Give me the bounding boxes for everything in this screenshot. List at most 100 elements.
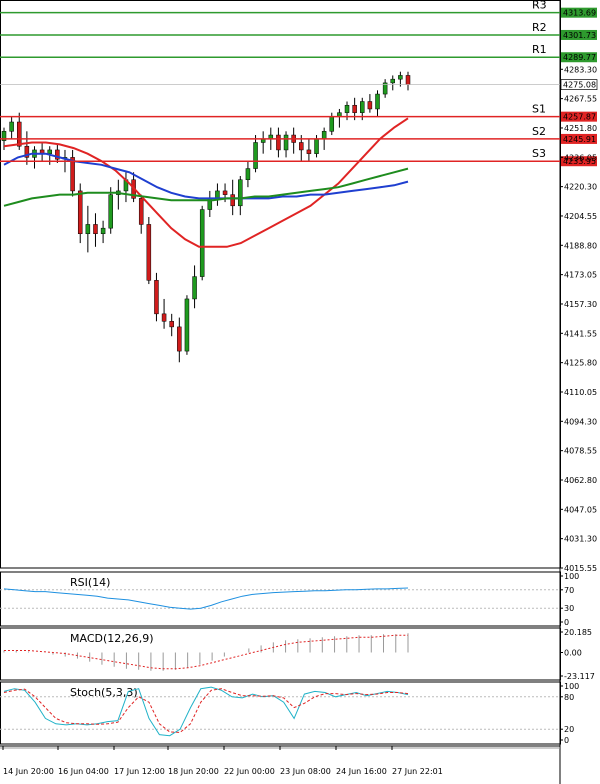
level-label: S3 <box>532 147 546 160</box>
level-price-label: 4233.95 <box>563 157 596 166</box>
candle-body <box>375 93 380 110</box>
price-axis: 4283.30 4267.55 4251.80 4236.05 4220.30 4204.… <box>0 65 598 573</box>
price-tick-label: 4094.30 <box>564 417 597 426</box>
indicator-frame <box>0 627 561 681</box>
candle-body <box>367 101 373 110</box>
price-tick-label: 4188.80 <box>564 241 597 250</box>
candle-body <box>314 138 319 154</box>
moving-average-line <box>3 117 409 248</box>
candle-body <box>245 168 251 180</box>
price-tick-label: 4267.55 <box>564 95 597 104</box>
candle-body <box>184 298 190 352</box>
candle-body <box>299 142 304 151</box>
time-tick-label: 18 Jun 20:00 <box>168 767 219 776</box>
indicator-tick-label: 100 <box>564 572 579 581</box>
level-label: S2 <box>532 125 546 138</box>
stoch-panel: 100 80 20 0 Stoch(5,3,3) <box>0 681 579 745</box>
current-price-label: 4275.08 <box>563 81 596 90</box>
price-tick-label: 4078.55 <box>564 447 597 456</box>
candle-body <box>154 280 159 315</box>
indicator-tick-label: 0 <box>564 618 569 627</box>
price-tick-label: 4251.80 <box>564 124 597 133</box>
candle-body <box>16 121 22 147</box>
indicator-label: MACD(12,26,9) <box>70 632 154 645</box>
level-price-box <box>561 133 597 144</box>
indicator-label: Stoch(5,3,3) <box>70 686 138 699</box>
level-price-label: 4289.77 <box>563 53 596 62</box>
indicator-tick-label: 70 <box>564 586 574 595</box>
level-price-label: 4245.91 <box>563 135 596 144</box>
candle-body <box>85 224 91 235</box>
candle-body <box>177 326 182 352</box>
price-panel-frame <box>0 0 561 569</box>
price-tick-label: 4031.30 <box>564 535 597 544</box>
price-tick-label: 4204.55 <box>564 212 597 221</box>
candle-body <box>47 149 52 154</box>
candle-body <box>222 190 228 195</box>
candle-body <box>93 224 98 235</box>
candle-body <box>192 276 197 300</box>
level-price-box <box>561 29 597 40</box>
price-tick-label: 4015.55 <box>564 564 597 573</box>
level-label: R3 <box>532 0 547 12</box>
candle-body <box>398 75 403 80</box>
price-tick-label: 4173.05 <box>564 271 597 280</box>
time-axis: 14 Jun 20:00 16 Jun 04:00 17 Jun 12:00 18 J… <box>0 745 560 776</box>
candle-body <box>138 198 144 225</box>
candle-body <box>108 194 113 229</box>
indicator-tick-label: -23.117 <box>564 672 595 681</box>
level-price-label: 4301.73 <box>563 31 596 40</box>
price-tick-label: 4283.30 <box>564 65 597 74</box>
candle-body <box>337 112 342 117</box>
price-tick-label: 4125.80 <box>564 359 597 368</box>
indicator-tick-label: 20 <box>564 725 574 734</box>
time-tick-label: 23 Jun 08:00 <box>280 767 331 776</box>
level-label: R2 <box>532 21 547 34</box>
macd-signal-line <box>4 634 408 670</box>
candle-body <box>321 131 327 140</box>
candle-body <box>230 194 235 207</box>
candle-body <box>215 190 220 199</box>
stoch-d-line <box>3 688 409 733</box>
candle-body <box>100 227 106 235</box>
candle-body <box>360 101 365 113</box>
candle-body <box>390 78 396 84</box>
current-price-box <box>560 79 598 90</box>
candle-body <box>352 104 357 113</box>
indicator-tick-label: 30 <box>564 604 574 613</box>
time-tick-label: 27 Jun 22:01 <box>392 767 443 776</box>
stoch-k-line <box>3 686 409 737</box>
price-tick-label: 4062.80 <box>564 476 597 485</box>
level-label: R1 <box>532 43 547 56</box>
candle-body <box>253 142 258 169</box>
time-tick-label: 22 Jun 00:00 <box>224 767 275 776</box>
candle-body <box>405 75 411 85</box>
candle-body <box>146 224 152 281</box>
candle-body <box>161 313 167 322</box>
level-label: S1 <box>532 103 546 116</box>
candle-body <box>283 134 289 151</box>
candle-body <box>199 209 205 277</box>
time-tick-label: 17 Jun 12:00 <box>114 767 165 776</box>
indicator-frame <box>0 681 561 745</box>
level-price-box <box>561 111 597 122</box>
moving-average-line <box>3 167 409 207</box>
candle-body <box>276 134 281 151</box>
candle-body <box>382 82 388 95</box>
price-tick-label: 4236.05 <box>564 153 597 162</box>
macd-panel: 20.185 0.00 -23.117 MACD(12,26,9) <box>0 627 595 681</box>
price-panel <box>0 0 561 784</box>
indicator-tick-label: 80 <box>564 693 574 702</box>
price-tick-label: 4157.30 <box>564 300 597 309</box>
indicator-frame <box>0 571 561 627</box>
candle-body <box>344 104 350 113</box>
rsi-line <box>3 587 409 610</box>
price-tick-label: 4141.55 <box>564 329 597 338</box>
candle-body <box>9 121 14 132</box>
price-tick-label: 4047.05 <box>564 505 597 514</box>
candle-body <box>238 179 243 207</box>
candle-body <box>329 116 335 132</box>
price-tick-label: 4220.30 <box>564 183 597 192</box>
indicator-tick-label: 20.185 <box>564 628 592 637</box>
